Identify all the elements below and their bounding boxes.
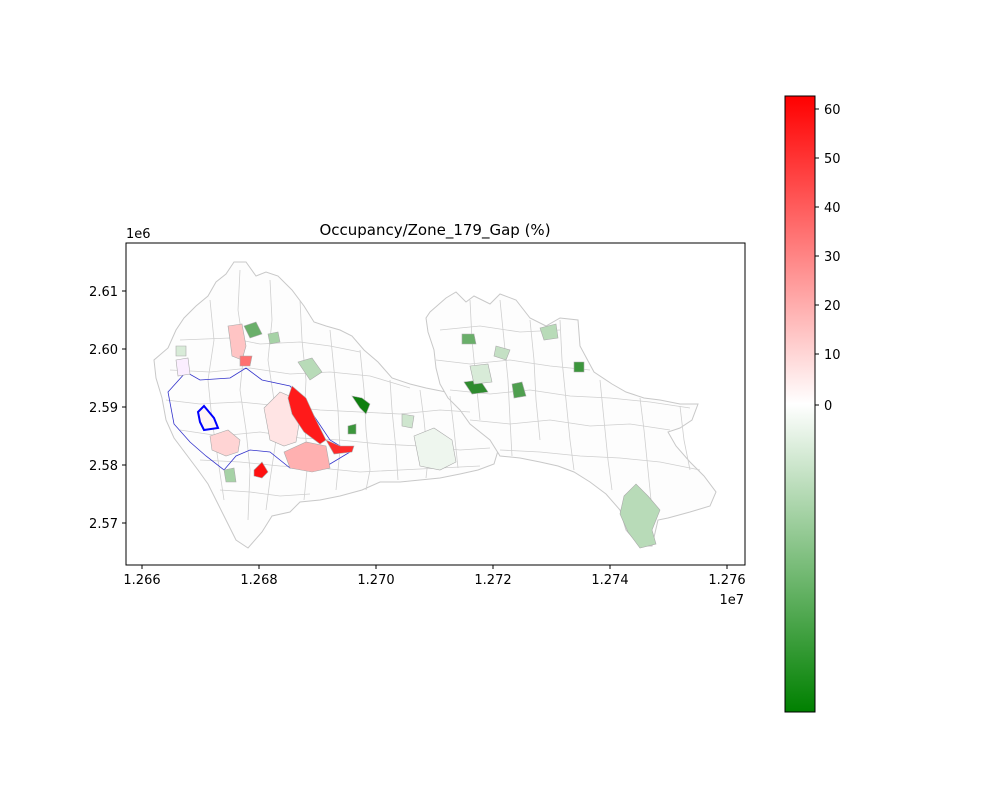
zone-negative [574, 362, 584, 372]
x-tick-label: 1.270 [357, 573, 394, 588]
y-offset-label: 1e6 [126, 227, 151, 242]
y-tick-label: 2.57 [89, 517, 118, 532]
zone-positive [240, 356, 252, 366]
colorbar-gradient [785, 96, 815, 712]
colorbar-tick-label: 10 [824, 348, 841, 363]
colorbar-tick-label: 50 [824, 152, 841, 167]
zone-positive [176, 358, 190, 376]
x-offset-label: 1e7 [719, 593, 744, 608]
zone-negative [402, 414, 414, 428]
y-tick-label: 2.58 [89, 459, 118, 474]
x-tick-label: 1.266 [123, 573, 160, 588]
colorbar-tick-label: 30 [824, 250, 841, 265]
y-tick-label: 2.61 [89, 285, 118, 300]
x-axis: 1.266 1.268 1.270 1.272 1.274 1.276 1e7 [123, 565, 745, 608]
x-tick-label: 1.268 [240, 573, 277, 588]
y-tick-label: 2.59 [89, 401, 118, 416]
x-tick-label: 1.272 [474, 573, 511, 588]
zone-negative [176, 346, 186, 356]
colorbar-tick-label: 20 [824, 299, 841, 314]
colorbar-tick-label: 40 [824, 201, 841, 216]
colorbar: 60 50 40 30 20 10 0 [785, 96, 841, 712]
chart-title: Occupancy/Zone_179_Gap (%) [319, 221, 550, 240]
zone-negative [348, 424, 356, 434]
zone-negative [462, 334, 476, 344]
colorbar-tick-label: 0 [824, 399, 832, 414]
x-tick-label: 1.276 [708, 573, 745, 588]
y-tick-label: 2.60 [89, 343, 118, 358]
zone-negative [470, 364, 492, 384]
x-tick-label: 1.274 [591, 573, 628, 588]
colorbar-tick-label: 60 [824, 103, 841, 118]
zone-negative [268, 332, 280, 344]
zone-negative [224, 468, 236, 482]
